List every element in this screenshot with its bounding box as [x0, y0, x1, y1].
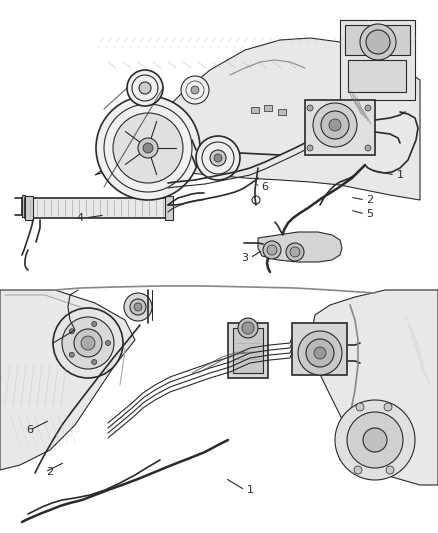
Bar [25, 198, 173, 218]
Circle shape [106, 341, 110, 345]
Text: 1: 1 [396, 170, 403, 180]
Bar [278, 109, 286, 115]
Circle shape [139, 82, 151, 94]
Bar [228, 323, 268, 378]
Circle shape [386, 466, 394, 474]
Bar [25, 196, 33, 220]
Circle shape [365, 145, 371, 151]
Circle shape [113, 113, 183, 183]
Text: 2: 2 [367, 195, 374, 205]
Polygon shape [310, 290, 438, 485]
Circle shape [130, 299, 146, 315]
Circle shape [214, 154, 222, 162]
Circle shape [384, 403, 392, 411]
Polygon shape [258, 232, 342, 262]
Circle shape [69, 329, 74, 334]
Circle shape [354, 466, 362, 474]
Circle shape [335, 400, 415, 480]
Bar [264, 105, 272, 111]
Circle shape [267, 245, 277, 255]
Bar [292, 323, 347, 375]
Circle shape [238, 318, 258, 338]
Circle shape [307, 145, 313, 151]
Circle shape [92, 360, 97, 365]
Circle shape [298, 331, 342, 375]
Circle shape [92, 321, 97, 327]
Circle shape [242, 322, 254, 334]
Circle shape [286, 243, 304, 261]
Bar [305, 100, 375, 155]
Circle shape [196, 136, 240, 180]
Bar [22, 195, 25, 217]
Circle shape [313, 103, 357, 147]
Text: 6: 6 [261, 182, 268, 192]
Circle shape [138, 138, 158, 158]
Circle shape [363, 428, 387, 452]
Circle shape [365, 105, 371, 111]
Bar [348, 60, 406, 92]
Text: 1: 1 [247, 485, 254, 495]
Text: 2: 2 [46, 467, 53, 477]
Circle shape [62, 317, 114, 369]
Circle shape [314, 347, 326, 359]
Circle shape [366, 30, 390, 54]
Circle shape [307, 105, 313, 111]
Circle shape [347, 412, 403, 468]
Bar [251, 107, 259, 113]
Circle shape [143, 143, 153, 153]
Circle shape [321, 111, 349, 139]
Circle shape [69, 352, 74, 357]
Circle shape [96, 96, 200, 200]
Circle shape [329, 119, 341, 131]
Circle shape [360, 24, 396, 60]
Circle shape [134, 303, 142, 311]
Text: 3: 3 [241, 253, 248, 263]
Circle shape [356, 403, 364, 411]
Circle shape [127, 70, 163, 106]
Text: 4: 4 [77, 213, 84, 223]
Text: 5: 5 [367, 209, 374, 219]
Circle shape [263, 241, 281, 259]
Circle shape [181, 76, 209, 104]
Circle shape [74, 329, 102, 357]
Bar [340, 20, 415, 100]
Circle shape [53, 308, 123, 378]
Circle shape [81, 336, 95, 350]
Circle shape [210, 150, 226, 166]
Circle shape [290, 247, 300, 257]
Circle shape [306, 339, 334, 367]
Circle shape [191, 86, 199, 94]
Bar [345, 25, 410, 55]
Polygon shape [0, 290, 135, 470]
Circle shape [124, 293, 152, 321]
Bar [165, 196, 173, 220]
Polygon shape [95, 38, 420, 200]
Text: 6: 6 [27, 425, 33, 435]
Bar [233, 328, 263, 373]
